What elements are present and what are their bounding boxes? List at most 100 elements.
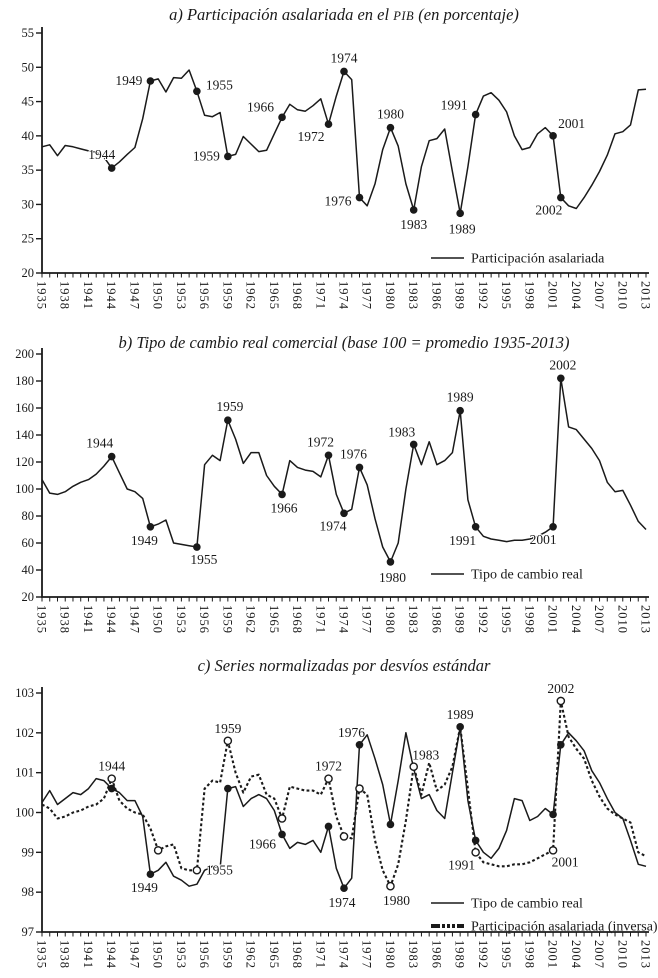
x-tick-label: 1956 [197,940,211,969]
panel-a-legend-label-0: Participación asalariada [471,252,605,267]
x-tick-label: 1935 [35,281,49,310]
panel-a-annotation-1983: 1983 [400,217,427,232]
x-tick-label: 1962 [244,940,258,969]
x-tick-label: 1974 [337,605,351,634]
x-tick-label: 1971 [313,281,327,310]
x-tick-label: 1974 [337,940,351,969]
y-tick-label: 200 [15,347,34,361]
panel-c-marker-1972-open [324,774,333,783]
panel-a-annotation-1991: 1991 [441,98,468,113]
panel-c-marker-1989-filled [456,723,464,731]
x-tick-label: 2007 [592,281,606,310]
panel-b-marker-1955-filled [193,543,201,551]
panel-c-marker-1944-open [107,774,116,783]
y-tick-label: 60 [22,536,35,550]
x-tick-label: 2001 [546,940,560,969]
x-tick-label: 1974 [337,281,351,310]
panel-c-marker-2002-filled [557,740,565,749]
panel-c-annotation-1991: 1991 [448,857,475,872]
panel-c-marker-1991-filled [471,836,480,845]
panel-c-annotation-2002: 2002 [547,681,574,696]
panel-c-annotation-1974: 1974 [329,895,356,910]
panel-a-annotation-1949: 1949 [115,73,142,88]
panel-a-annotation-1976: 1976 [324,194,351,209]
panel-c-marker-1966-open [277,814,287,823]
x-tick-label: 2013 [639,940,653,969]
x-tick-label: 1938 [58,605,72,634]
panel-a-marker-1955-filled [193,87,201,96]
panel-a-marker-1980-filled [386,123,395,132]
x-tick-label: 1959 [220,940,234,969]
x-tick-label: 2004 [569,940,583,969]
panel-c-annotation-1989: 1989 [447,707,474,722]
x-tick-label: 2013 [639,605,653,634]
x-tick-label: 1959 [220,281,234,310]
panel-c-title: c) Series normalizadas por desvíos están… [198,656,491,675]
panel-b-annotation-1949: 1949 [131,533,158,548]
x-tick-label: 1986 [429,940,443,969]
x-tick-label: 1971 [313,605,327,634]
panel-c-marker-1983-open [409,762,418,771]
panel-c-legend-label-1: Participación asalariada (inversa) [471,920,658,935]
panel-c-marker-1950-open [153,846,163,855]
x-tick-label: 1962 [244,605,258,634]
x-tick-label: 1968 [290,940,304,969]
panel-b-marker-1959-filled [224,416,232,424]
panel-a-marker-1974-filled [340,67,348,76]
panel-c-marker-1980-filled [386,820,395,829]
x-tick-label: 1944 [104,605,118,634]
y-tick-label: 103 [15,686,34,700]
y-tick-label: 101 [15,766,34,780]
panel-a-title: a) Participación asalariada en el PIB (e… [169,5,519,24]
panel-a-marker-1949-filled [146,77,155,85]
y-tick-label: 140 [15,428,34,442]
x-tick-label: 1968 [290,281,304,310]
y-tick-label: 30 [22,197,35,211]
y-tick-label: 97 [22,925,35,939]
y-tick-label: 50 [22,60,35,74]
panel-c-marker-2002-open [556,696,566,706]
x-tick-label: 2007 [592,605,606,634]
panel-b-marker-2002-filled [557,374,565,383]
y-tick-label: 160 [15,401,34,415]
x-tick-label: 2010 [615,281,629,310]
panel-c-marker-1944-filled [107,784,116,793]
y-tick-label: 99 [22,845,35,859]
panel-c-marker-1955-open [192,865,202,875]
x-tick-label: 1938 [58,281,72,310]
panel-a-annotation-1972: 1972 [298,129,325,144]
panel-c-annotation-1959: 1959 [214,721,241,736]
x-tick-label: 1953 [174,605,188,634]
x-tick-label: 1965 [267,605,281,634]
panel-a-marker-1991-filled [471,110,480,119]
x-tick-label: 1950 [151,940,165,969]
y-tick-label: 100 [15,806,34,820]
x-tick-label: 1962 [244,281,258,310]
panel-b-annotation-1991: 1991 [449,533,476,548]
panel-c-annotation-1949: 1949 [131,880,158,895]
panel-c-marker-1949-filled [146,870,155,879]
panel-b-marker-1989-filled [456,406,464,415]
x-tick-label: 1983 [406,281,420,310]
panel-b-marker-1949-filled [146,523,155,531]
panel-c: c) Series normalizadas por desvíos están… [15,656,658,969]
panel-c-marker-1991-open [471,848,480,857]
panel-b-annotation-2002: 2002 [549,357,576,372]
x-tick-label: 1950 [151,605,165,634]
y-tick-label: 35 [22,163,35,177]
panel-c-legend-label-0: Tipo de cambio real [471,897,583,912]
panel-a-marker-1976-filled [355,193,364,202]
panel-c-annotation-1966: 1966 [249,836,276,851]
panel-c-annotation-1944: 1944 [98,759,125,774]
panel-a-marker-1983-filled [409,206,418,214]
panel-b-annotation-1974: 1974 [320,518,347,533]
x-tick-label: 1998 [522,940,536,969]
x-tick-label: 1953 [174,940,188,969]
x-tick-label: 1989 [453,281,467,310]
y-tick-label: 80 [22,509,35,523]
x-tick-label: 1941 [81,281,95,310]
panel-c-marker-1974-open [339,832,349,841]
x-tick-label: 1938 [58,940,72,969]
panel-b-annotation-1989: 1989 [447,390,474,405]
